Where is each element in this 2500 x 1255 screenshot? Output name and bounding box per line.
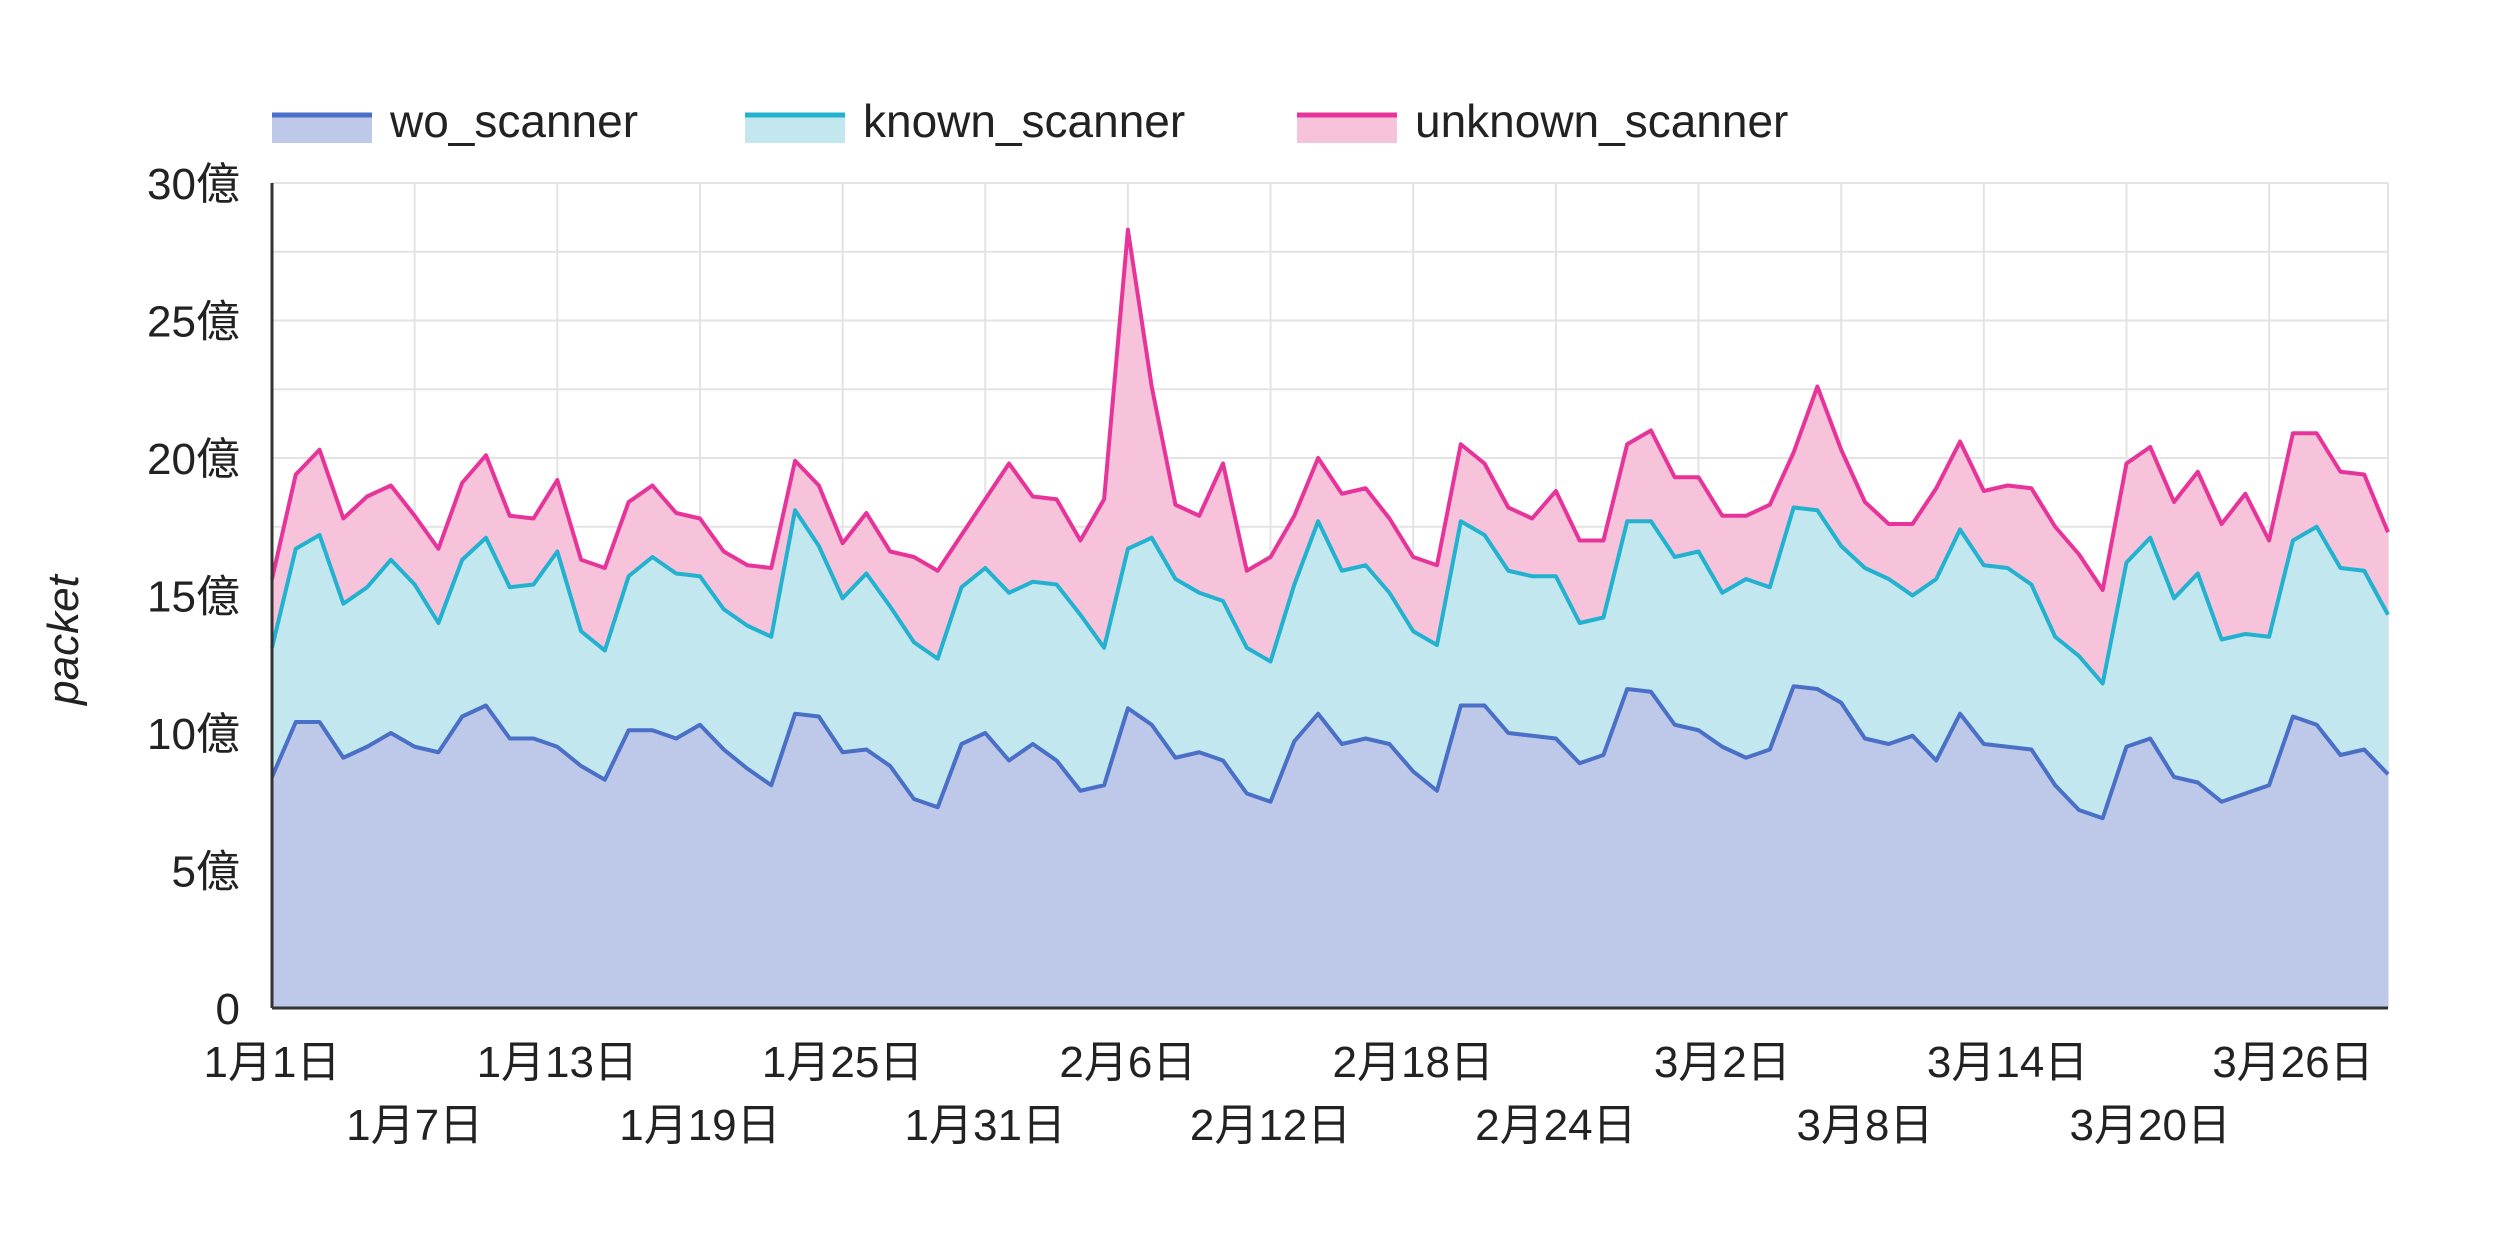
- series-areas: [272, 229, 2388, 1008]
- line-known-scanner: [270, 505, 2390, 686]
- legend-label: known_scanner: [863, 95, 1185, 147]
- x-tick-label: 3月20日: [2070, 1101, 2231, 1150]
- y-tick-label: 10億: [147, 710, 240, 759]
- x-tick-label: 2月12日: [1190, 1101, 1351, 1150]
- line-unknown-scanner: [270, 227, 2390, 592]
- x-tick-label: 1月19日: [619, 1101, 780, 1150]
- area-unknown-scanner: [272, 229, 2388, 684]
- x-tick-label: 1月7日: [346, 1101, 483, 1150]
- y-axis-label: packet: [39, 573, 88, 706]
- y-tick-label: 15億: [147, 573, 240, 622]
- legend: wo_scanner known_scanner unknown_scanner: [272, 95, 1788, 147]
- y-tick-label: 25億: [147, 298, 240, 347]
- y-tick-labels: 0 5億 10億 15億 20億 25億 30億: [147, 160, 240, 1034]
- legend-label: unknown_scanner: [1415, 95, 1788, 147]
- legend-item-unknown-scanner: unknown_scanner: [1297, 95, 1788, 147]
- legend-swatch: [745, 113, 845, 143]
- x-tick-label: 1月25日: [762, 1038, 923, 1087]
- x-tick-label: 3月8日: [1796, 1101, 1933, 1150]
- series-lines: [270, 227, 2390, 821]
- x-tick-label: 1月13日: [477, 1038, 638, 1087]
- y-tick-label: 0: [216, 985, 240, 1034]
- legend-item-known-scanner: known_scanner: [745, 95, 1185, 147]
- legend-label: wo_scanner: [389, 95, 638, 147]
- x-tick-label: 2月6日: [1059, 1038, 1196, 1087]
- legend-swatch: [1297, 113, 1397, 143]
- area-known-scanner: [272, 507, 2388, 819]
- x-tick-label: 3月2日: [1654, 1038, 1791, 1087]
- y-tick-label: 20億: [147, 435, 240, 484]
- legend-swatch: [272, 113, 372, 143]
- x-tick-label: 2月24日: [1475, 1101, 1636, 1150]
- x-tick-label: 3月14日: [1927, 1038, 2088, 1087]
- x-tick-label: 1月31日: [905, 1101, 1066, 1150]
- line-wo-scanner: [270, 684, 2390, 821]
- x-tick-labels: 1月1日 1月13日 1月25日 2月6日 2月18日 3月2日 3月14日 3月26日 1月7…: [204, 1038, 2374, 1150]
- y-tick-label: 5億: [172, 848, 240, 897]
- x-tick-label: 3月26日: [2212, 1038, 2373, 1087]
- x-tick-label: 1月1日: [204, 1038, 341, 1087]
- y-tick-label: 30億: [147, 160, 240, 209]
- axes: [270, 183, 2388, 1010]
- area-wo-scanner: [272, 686, 2388, 1008]
- x-tick-label: 2月18日: [1333, 1038, 1494, 1087]
- legend-item-wo-scanner: wo_scanner: [272, 95, 638, 147]
